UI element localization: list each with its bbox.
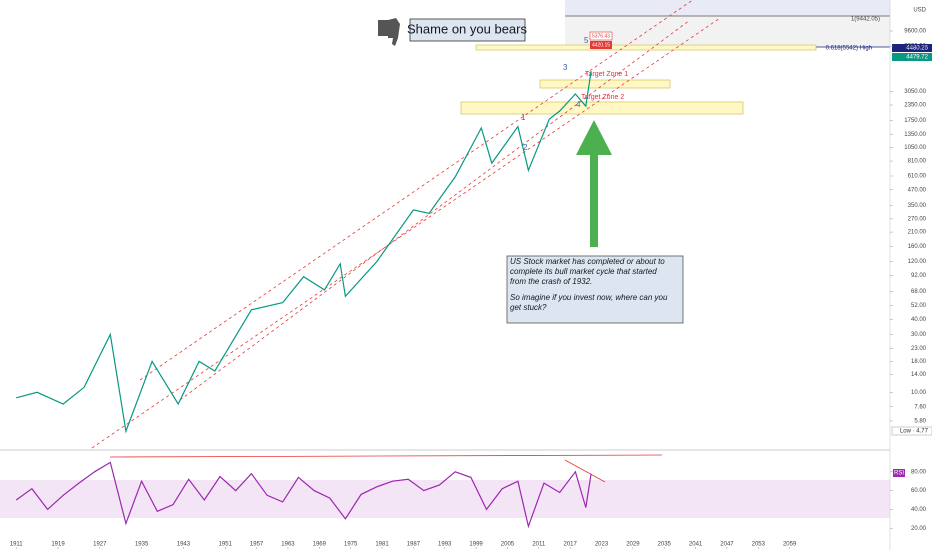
x-tick-label: 2005 (501, 542, 515, 548)
y-tick-label: 14.00 (911, 372, 927, 378)
wave-label: 4 (576, 100, 581, 109)
note: get stuck? (510, 303, 547, 312)
zone-label: Target Zone 1 (585, 71, 628, 78)
y-tick-label: 810.00 (908, 159, 927, 165)
zone (539, 79, 671, 89)
y-tick-label: 40.00 (911, 507, 927, 513)
low-label: Low · 4.77 (900, 429, 929, 435)
y-tick-label: 350.00 (908, 203, 927, 209)
x-tick-label: 1943 (177, 542, 191, 548)
trendline (109, 454, 663, 458)
wave-label: 2 (523, 143, 528, 152)
y-tick-label: 1350.00 (904, 132, 926, 138)
rsi-label: RSI (894, 471, 904, 477)
x-tick-label: 1981 (375, 542, 389, 548)
rsi-tag (893, 469, 905, 477)
y-tick-label: 3050.00 (904, 89, 926, 95)
channel (91, 0, 721, 449)
x-tick-label: 1975 (344, 542, 358, 548)
y-tick-label: 210.00 (908, 230, 927, 236)
price-tag (892, 44, 932, 52)
x-tick-label: 2053 (752, 542, 766, 548)
y-tick-label: 68.00 (911, 289, 927, 295)
trendline (564, 459, 606, 483)
currency: USD (913, 8, 926, 14)
y-tick-label: 40.00 (911, 317, 927, 323)
fib-price: 4480.25 (906, 46, 928, 52)
wave-label: 5 (584, 36, 589, 45)
x-tick-label: 2041 (689, 542, 703, 548)
y-tick-label: 23.00 (911, 346, 927, 352)
price-tag (891, 426, 932, 436)
x-tick-label: 1999 (469, 542, 483, 548)
fib-band (565, 16, 890, 47)
x-tick-label: 1911 (10, 542, 24, 548)
zone (460, 101, 744, 115)
x-tick-label: 2029 (626, 542, 640, 548)
wave-label: 1 (521, 113, 526, 122)
x-tick-label: 2017 (563, 542, 577, 548)
thumb-icon (378, 18, 400, 46)
y-tick-label: 52.00 (911, 303, 927, 309)
target-label: 5376.43 (592, 33, 610, 39)
x-tick-label: 2023 (595, 542, 609, 548)
y-tick-label: 18.00 (911, 359, 927, 365)
y-tick-label: 20.00 (911, 526, 927, 532)
note: So imagine if you invest now, where can … (510, 293, 668, 302)
y-tick-label: 80.00 (911, 469, 927, 475)
target-label: 4420.15 (592, 42, 610, 48)
price-tag (892, 53, 932, 61)
rsi-band (0, 480, 890, 518)
y-tick-label: 120.00 (908, 259, 927, 265)
x-tick-label: 2035 (658, 542, 672, 548)
target-box (589, 31, 613, 41)
x-tick-label: 1919 (51, 542, 65, 548)
note: complete its bull market cycle that star… (510, 267, 657, 276)
fib-label: 0.618(5542) High (826, 46, 872, 52)
y-tick-label: 270.00 (908, 216, 927, 222)
fib-band (565, 0, 890, 16)
y-tick-label: 160.00 (908, 244, 927, 250)
fib-label: 1(9442.05) (851, 17, 880, 23)
zone-label: Target Zone 2 (581, 94, 624, 101)
x-tick-label: 2059 (783, 542, 797, 548)
x-tick-label: 1927 (93, 542, 107, 548)
y-tick-label: 92.00 (911, 273, 927, 279)
arrow (576, 120, 612, 247)
x-tick-label: 1987 (407, 542, 421, 548)
series-line (15, 461, 592, 529)
y-tick-label: 10.00 (911, 390, 927, 396)
x-tick-label: 1963 (281, 542, 295, 548)
y-tick-label: 1750.00 (904, 118, 926, 124)
y-tick-label: 9600.00 (904, 29, 926, 35)
y-tick-label: 30.00 (911, 332, 927, 338)
last-price: 4479.72 (906, 55, 928, 61)
x-tick-label: 2047 (720, 542, 734, 548)
note: US Stock market has completed or about t… (510, 257, 665, 266)
y-tick-label: 2350.00 (904, 103, 926, 109)
headline: Shame on you bears (407, 21, 527, 36)
zone (475, 44, 817, 51)
x-tick-label: 1957 (250, 542, 264, 548)
y-tick-label: 5.80 (914, 419, 926, 425)
x-tick-label: 1993 (438, 542, 452, 548)
headline-box (409, 18, 526, 42)
note: from the crash of 1932. (510, 277, 592, 286)
wave-label: 3 (563, 63, 568, 72)
y-tick-label: 1050.00 (904, 145, 926, 151)
x-tick-label: 1969 (313, 542, 327, 548)
x-tick-label: 1951 (219, 542, 233, 548)
x-tick-label: 1935 (135, 542, 149, 548)
y-tick-label: 610.00 (908, 174, 927, 180)
y-tick-label: 7.60 (914, 404, 926, 410)
note-box (506, 255, 684, 324)
target-box (590, 41, 612, 49)
y-tick-label: 7200.00 (904, 44, 926, 50)
x-tick-label: 2011 (532, 542, 546, 548)
y-tick-label: 470.00 (908, 187, 927, 193)
y-tick-label: 60.00 (911, 488, 927, 494)
series-line (16, 71, 592, 434)
